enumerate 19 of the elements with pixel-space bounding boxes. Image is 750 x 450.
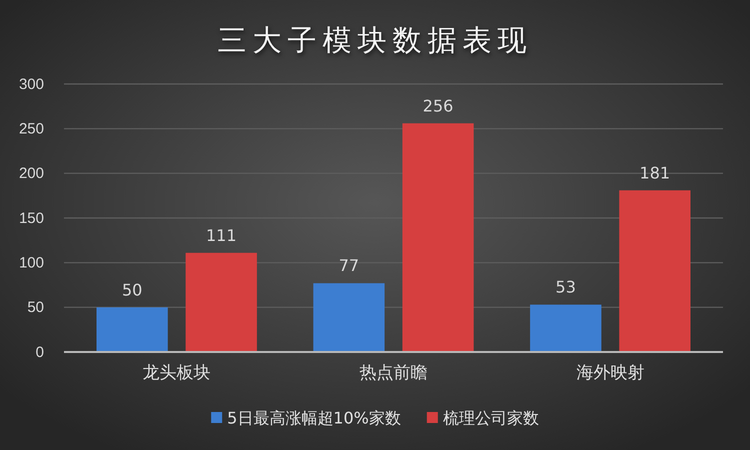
y-tick-label: 250 <box>18 120 44 138</box>
data-label: 111 <box>206 226 237 245</box>
data-label: 181 <box>640 163 670 182</box>
y-tick-label: 50 <box>27 299 44 316</box>
y-tick-label: 150 <box>18 210 44 227</box>
y-tick-label: 300 <box>18 76 44 93</box>
legend-label: 5日最高涨幅超10%家数 <box>227 408 401 428</box>
data-label: 50 <box>122 280 142 300</box>
chart-title: 三大子模块数据表现 <box>218 23 532 57</box>
data-label: 256 <box>422 96 454 116</box>
x-tick-label: 热点前瞻 <box>360 363 428 382</box>
y-tick-label: 200 <box>18 165 44 182</box>
y-tick-label: 0 <box>36 344 44 361</box>
x-tick-label: 龙头板块 <box>142 363 211 382</box>
data-label: 77 <box>338 256 360 276</box>
data-label: 53 <box>556 278 576 297</box>
legend-label: 梳理公司家数 <box>442 408 539 428</box>
x-tick-label: 海外映射 <box>576 363 644 382</box>
y-tick-label: 100 <box>18 254 44 272</box>
